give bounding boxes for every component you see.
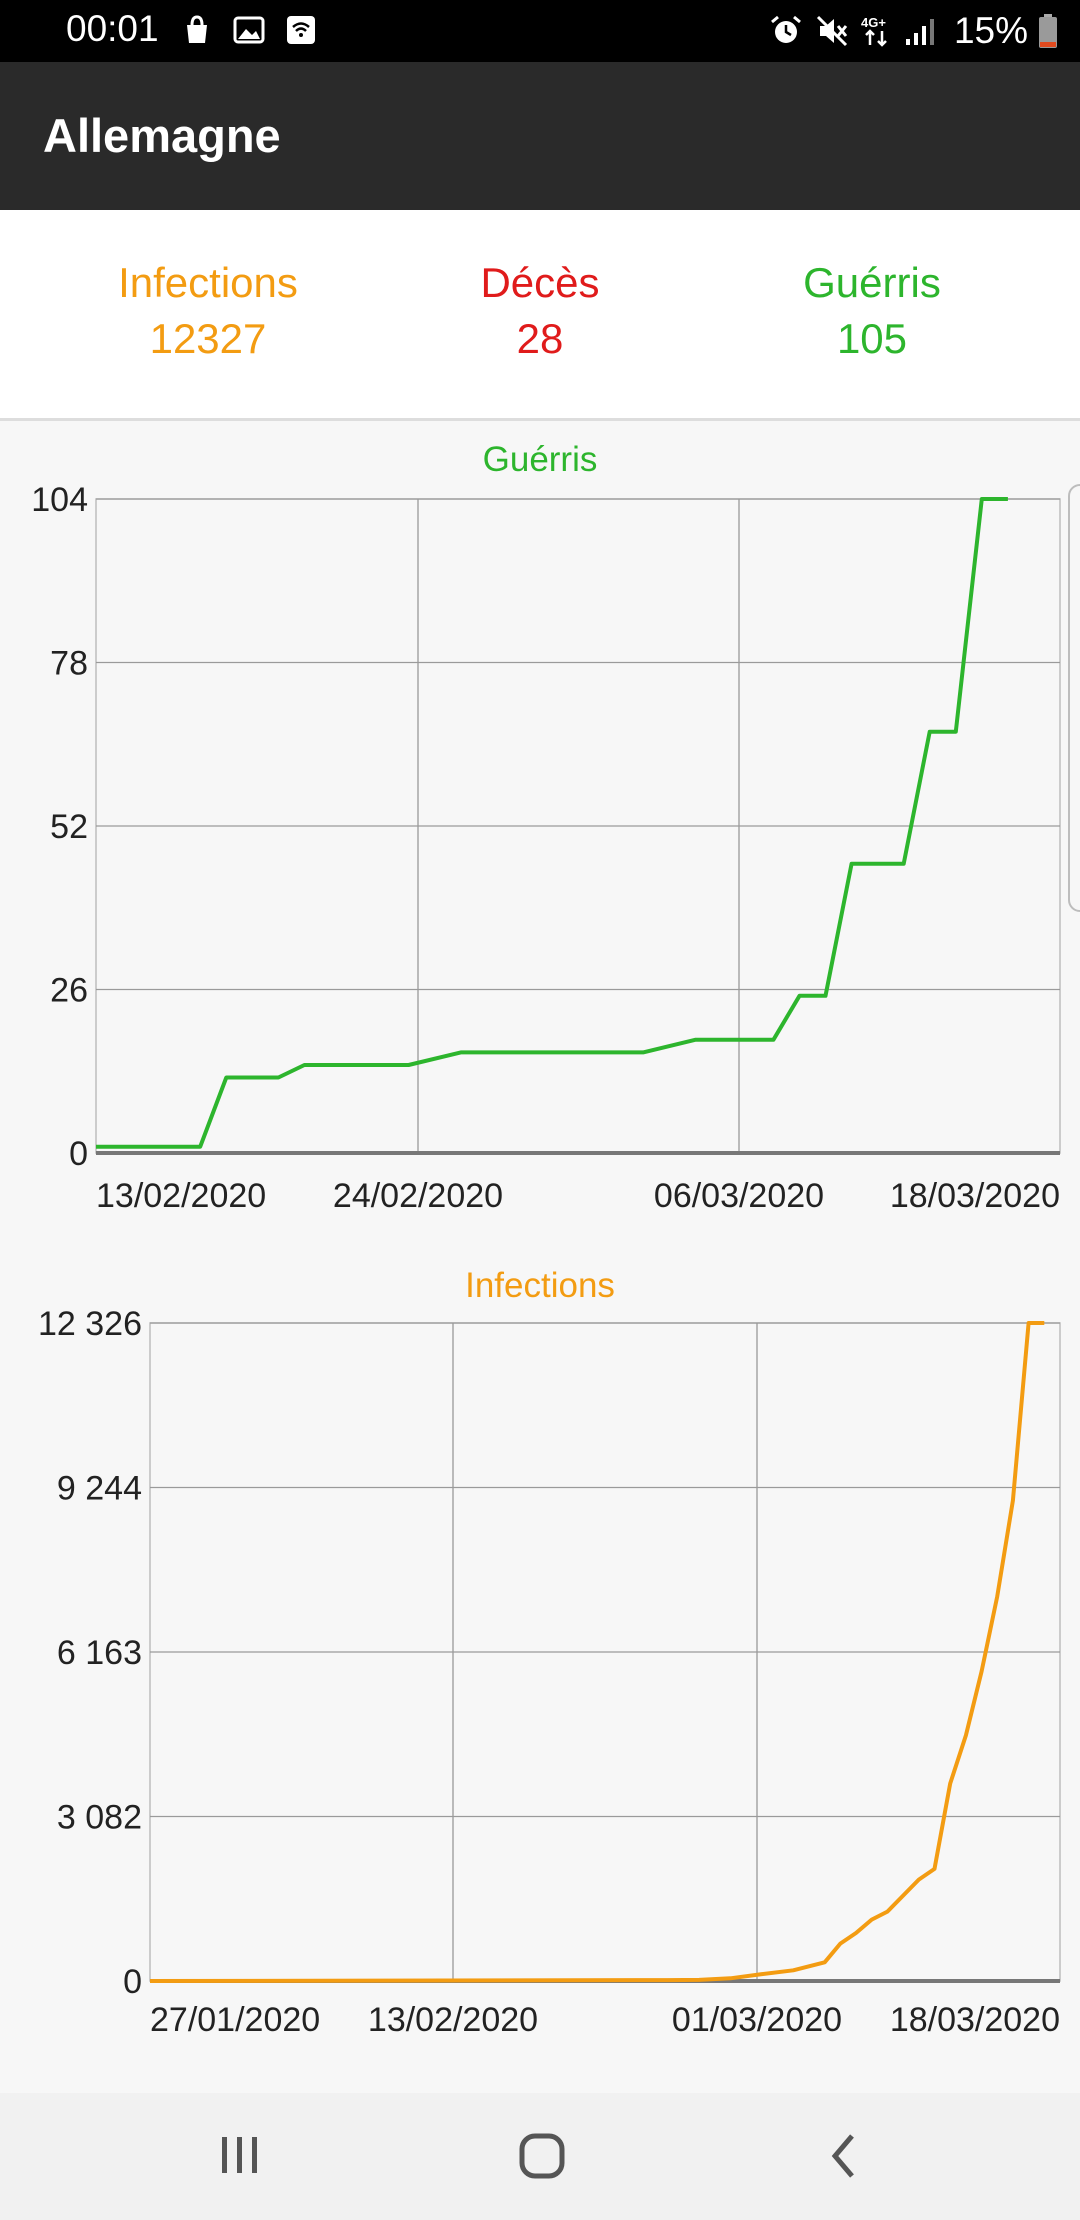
infections-y-tick-label: 9 244 [57, 1470, 142, 1508]
infections-x-tick-label: 27/01/2020 [150, 2001, 320, 2039]
recovered-y-tick-label: 52 [50, 808, 88, 846]
data-arrows-icon: 4G+ [861, 15, 887, 47]
summary-panel: Infections 12327 Décès 28 Guérris 105 [0, 210, 1080, 421]
home-button[interactable] [497, 2121, 587, 2191]
infections-y-tick-label: 6 163 [57, 1634, 142, 1672]
shopping-bag-icon [187, 15, 207, 43]
status-left-icons [180, 13, 318, 47]
recent-apps-icon [222, 2137, 257, 2173]
status-right-icons: 4G+ 15% [768, 10, 1058, 52]
wifi-calling-icon [287, 16, 315, 44]
battery-icon [1039, 14, 1057, 48]
recent-apps-button[interactable] [195, 2121, 285, 2191]
deaths-label: Décès [480, 259, 600, 306]
infections-y-tick-label: 12 326 [38, 1305, 142, 1343]
infections-x-tick-label: 13/02/2020 [368, 2001, 538, 2039]
recovered-chart: Guérris 0 26 52 78 104 13/02/2020 24/02/2020 06… [31, 440, 1061, 1215]
recovered-x-tick-label: 06/03/2020 [654, 1177, 824, 1215]
deaths-stat: Décès 28 [360, 258, 720, 370]
infections-series-line [149, 1321, 1045, 1983]
back-icon [831, 2134, 854, 2178]
infections-y-tick-label: 0 [123, 1963, 142, 2001]
infections-stat: Infections 12327 [28, 258, 388, 370]
signal-icon [905, 19, 934, 45]
scroll-handle[interactable] [1068, 484, 1080, 912]
infections-value: 12327 [149, 315, 267, 362]
status-bar: 00:01 4G+ [0, 0, 1080, 62]
deaths-value: 28 [516, 315, 564, 362]
navigation-bar [0, 2093, 1080, 2220]
app-bar: Allemagne [0, 62, 1080, 210]
recovered-stat: Guérris 105 [692, 258, 1052, 370]
recovered-y-tick-label: 26 [50, 972, 88, 1010]
recovered-x-tick-label: 24/02/2020 [333, 1177, 503, 1215]
alarm-icon [770, 15, 801, 43]
battery-percentage: 15% [953, 10, 1028, 51]
infections-chart: Infections 0 3 082 6 163 9 244 12 326 27/01/2… [38, 1266, 1061, 2039]
svg-text:4G+: 4G+ [861, 15, 886, 30]
infections-x-tick-label: 01/03/2020 [672, 2001, 842, 2039]
infections-x-tick-label: 18/03/2020 [890, 2001, 1060, 2039]
recovered-label: Guérris [803, 259, 941, 306]
infections-label: Infections [118, 259, 298, 306]
status-time: 00:01 [66, 8, 159, 49]
infections-y-tick-label: 3 082 [57, 1799, 142, 1837]
recovered-y-tick-label: 104 [31, 481, 88, 519]
charts-scroll-area[interactable]: Guérris 0 26 52 78 104 13/02/2020 24/02/2020 06… [0, 421, 1080, 2093]
back-button[interactable] [800, 2121, 890, 2191]
recovered-value: 105 [836, 315, 908, 362]
recovered-y-tick-label: 78 [50, 645, 88, 683]
mute-icon [816, 15, 848, 47]
recovered-series-line [96, 497, 1008, 1149]
recovered-x-tick-label: 18/03/2020 [890, 1177, 1060, 1215]
infections-chart-title: Infections [465, 1266, 615, 1305]
page-title: Allemagne [43, 109, 281, 162]
recovered-y-tick-label: 0 [69, 1135, 88, 1173]
home-icon [519, 2133, 565, 2179]
recovered-chart-title: Guérris [483, 440, 598, 479]
recovered-x-tick-label: 13/02/2020 [96, 1177, 266, 1215]
image-icon [233, 16, 265, 44]
